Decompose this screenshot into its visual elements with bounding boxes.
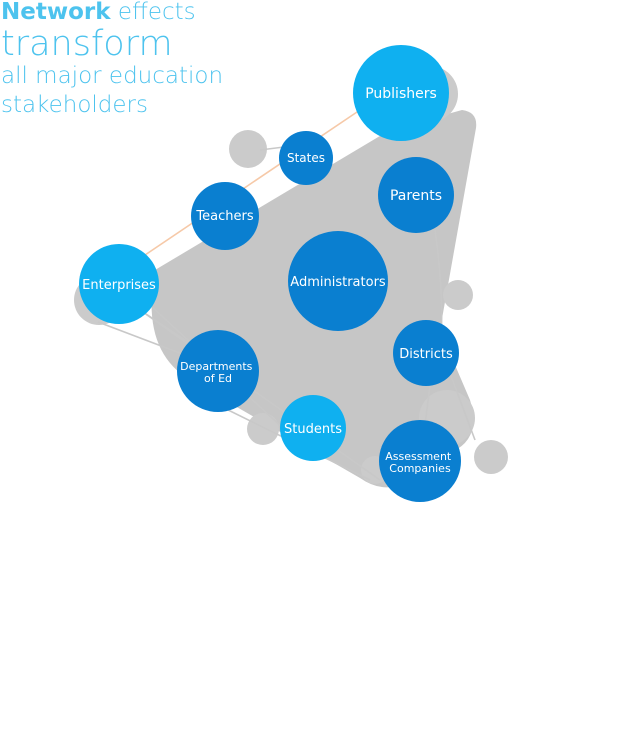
satellite-circle <box>247 413 279 445</box>
districts-bubble <box>393 320 459 386</box>
node-administrators[interactable]: Administrators <box>288 231 388 331</box>
node-students[interactable]: Students <box>280 395 346 461</box>
parents-label-line-1: Parents <box>390 188 442 204</box>
assessment-companies-bubble <box>379 420 461 502</box>
assessment-companies-label-line-2: Companies <box>389 462 451 475</box>
teachers-label-line-1: Teachers <box>195 209 253 224</box>
node-teachers[interactable]: Teachers <box>191 182 259 250</box>
node-departments-of-ed[interactable]: Departments of Ed <box>177 330 259 412</box>
enterprises-label: Enterprises <box>82 278 156 293</box>
administrators-label-line-1: Administrators <box>290 275 386 290</box>
node-assessment-companies[interactable]: Assessment Companies <box>379 420 461 502</box>
students-bubble <box>280 395 346 461</box>
publishers-label: Publishers <box>365 86 437 102</box>
parents-bubble <box>378 157 454 233</box>
node-states[interactable]: States <box>279 131 333 185</box>
headline-line-2: transform <box>1 24 173 64</box>
states-label: States <box>287 151 325 165</box>
departments-of-ed-label-line-2: of Ed <box>204 372 232 385</box>
departments-of-ed-label: Departments of Ed <box>180 360 256 385</box>
assessment-companies-label-line-1: Assessment <box>385 450 452 463</box>
administrators-bubble <box>288 231 388 331</box>
edge-line <box>144 109 361 256</box>
districts-label: Districts <box>399 347 453 362</box>
teachers-label: Teachers <box>195 209 253 224</box>
headline-line-4: stakeholders <box>1 92 148 118</box>
parents-label: Parents <box>390 188 442 204</box>
publishers-label-line-1: Publishers <box>365 86 437 102</box>
satellite-circle <box>443 280 473 310</box>
headline-line-1: Network effects <box>1 0 223 26</box>
states-bubble <box>279 131 333 185</box>
headline-line-3: all major education <box>1 63 224 89</box>
states-label-line-1: States <box>287 151 325 165</box>
node-enterprises[interactable]: Enterprises <box>79 244 159 324</box>
node-publishers[interactable]: Publishers <box>353 45 449 141</box>
satellite-circle <box>474 440 508 474</box>
headline-line-1-rest: effects <box>110 0 196 25</box>
edge-line <box>139 309 381 481</box>
students-label: Students <box>284 422 342 437</box>
satellite-circle <box>229 130 267 168</box>
enterprises-bubble <box>79 244 159 324</box>
assessment-companies-label: Assessment Companies <box>385 450 454 475</box>
publishers-bubble <box>353 45 449 141</box>
edge-line <box>97 321 186 356</box>
node-districts[interactable]: Districts <box>393 320 459 386</box>
departments-of-ed-bubble <box>177 330 259 412</box>
students-label-line-1: Students <box>284 422 342 437</box>
headline-bold: Network <box>1 0 111 25</box>
teachers-bubble <box>191 182 259 250</box>
districts-label-line-1: Districts <box>399 347 453 362</box>
enterprises-label-line-1: Enterprises <box>82 278 156 293</box>
edge-line <box>424 384 431 426</box>
node-parents[interactable]: Parents <box>378 157 454 233</box>
administrators-label: Administrators <box>290 275 386 290</box>
departments-of-ed-label-line-1: Departments <box>180 360 253 373</box>
headline: Network effects transform all major educ… <box>1 0 223 120</box>
